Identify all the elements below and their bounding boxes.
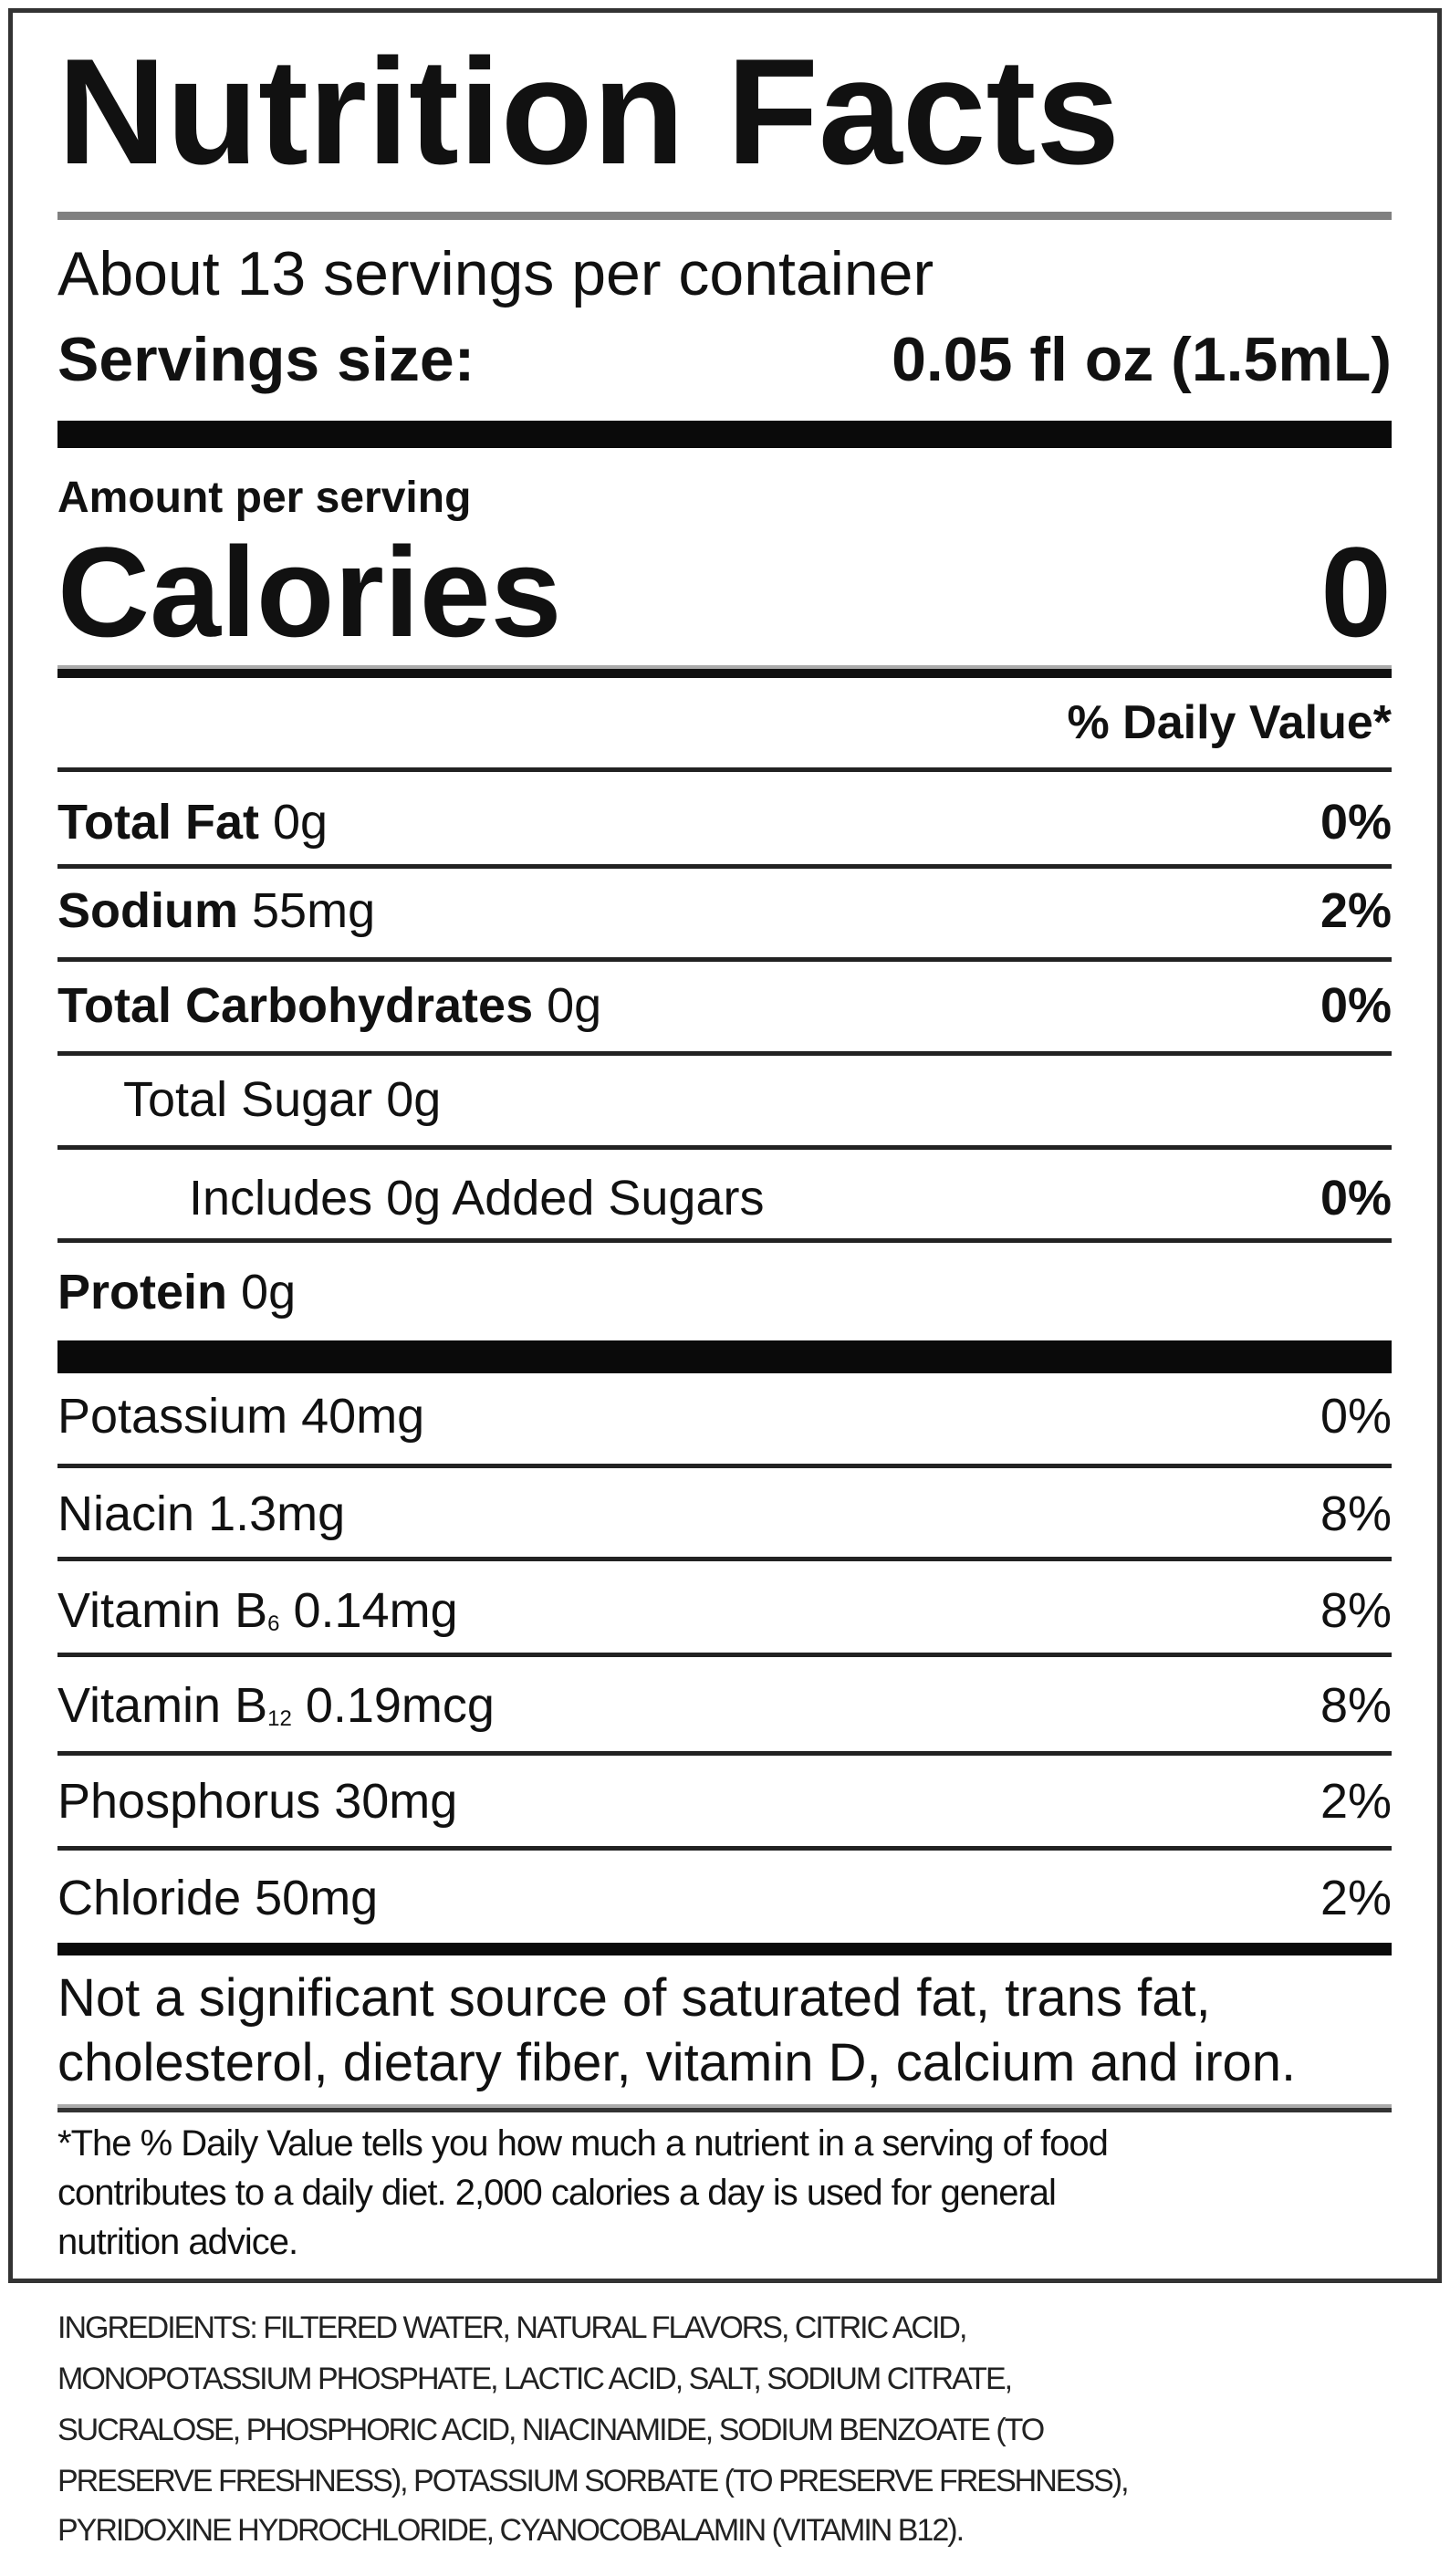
thick-divider [57, 1340, 1392, 1373]
divider [57, 2104, 1392, 2108]
vitamin-row-phosphorus: Phosphorus 30mg 2% [57, 1777, 1392, 1826]
divider [57, 1238, 1392, 1243]
thick-divider [57, 1943, 1392, 1955]
nutrient-row-added-sugars: Includes 0g Added Sugars 0% [57, 1173, 1392, 1223]
divider [57, 1464, 1392, 1468]
nutrient-amount: 0g [547, 978, 602, 1033]
divider [57, 1751, 1392, 1756]
vitamin-amount: 1.3mg [208, 1486, 346, 1541]
nutrient-name: Total Carbohydrates [57, 978, 534, 1033]
nutrient-amount: 0g [273, 795, 329, 850]
vitamin-dv: 2% [1320, 1871, 1392, 1925]
vitamin-subscript: 12 [267, 1706, 292, 1731]
divider [57, 1846, 1392, 1851]
divider [57, 665, 1392, 669]
divider [57, 1557, 1392, 1561]
vitamin-row-potassium: Potassium 40mg 0% [57, 1392, 1392, 1441]
vitamin-name: Chloride [57, 1871, 242, 1925]
divider [57, 767, 1392, 772]
divider [57, 864, 1392, 869]
vitamin-dv: 0% [1320, 1389, 1392, 1444]
vitamin-name: Niacin [57, 1486, 195, 1541]
nutrient-name: Includes 0g Added Sugars [189, 1171, 765, 1225]
thick-divider [57, 421, 1392, 448]
vitamin-name: Vitamin B [57, 1678, 268, 1733]
vitamin-row-chloride: Chloride 50mg 2% [57, 1873, 1392, 1923]
vitamin-subscript: 6 [267, 1611, 280, 1636]
vitamin-amount: 50mg [255, 1871, 379, 1925]
serving-size-value: 0.05 fl oz (1.5mL) [892, 325, 1392, 394]
nutrient-row-sodium: Sodium 55mg 2% [57, 886, 1392, 935]
nutrient-row-total-fat: Total Fat 0g 0% [57, 798, 1392, 847]
nutrient-amount: 55mg [252, 883, 376, 938]
title: Nutrition Facts [57, 27, 1121, 195]
footnote-line-3: nutrition advice. [57, 2222, 298, 2262]
vitamin-row-b6: Vitamin B6 0.14mg 8% [57, 1586, 1392, 1635]
footnote-line-1: *The % Daily Value tells you how much a … [57, 2123, 1109, 2164]
nutrient-name: Total Sugar [123, 1072, 373, 1127]
vitamin-row-niacin: Niacin 1.3mg 8% [57, 1489, 1392, 1538]
nutrient-row-total-carbohydrates: Total Carbohydrates 0g 0% [57, 981, 1392, 1030]
nutrient-name: Sodium [57, 883, 238, 938]
nutrient-name: Total Fat [57, 795, 259, 850]
divider [57, 212, 1392, 220]
divider [57, 957, 1392, 962]
divider [57, 2108, 1392, 2112]
divider [57, 1051, 1392, 1056]
ingredients-line-2: MONOPOTASSIUM PHOSPHATE, LACTIC ACID, SA… [57, 2362, 1013, 2396]
vitamin-dv: 8% [1320, 1678, 1392, 1733]
calories-label: Calories [57, 520, 562, 663]
vitamin-row-b12: Vitamin B12 0.19mcg 8% [57, 1681, 1392, 1730]
calories-value: 0 [1320, 520, 1392, 663]
ingredients-line-4: PRESERVE FRESHNESS), POTASSIUM SORBATE (… [57, 2464, 1130, 2498]
vitamin-amount: 0.19mcg [305, 1678, 495, 1733]
nutrient-dv: 0% [1320, 978, 1392, 1033]
ingredients-line-1: INGREDIENTS: FILTERED WATER, NATURAL FLA… [57, 2310, 967, 2345]
ingredients-line-3: SUCRALOSE, PHOSPHORIC ACID, NIACINAMIDE,… [57, 2413, 1045, 2447]
daily-value-header: % Daily Value* [1067, 696, 1392, 749]
ingredients-line-5: PYRIDOXINE HYDROCHLORIDE, CYANOCOBALAMIN… [57, 2513, 965, 2548]
vitamin-name: Phosphorus [57, 1774, 321, 1829]
vitamin-dv: 8% [1320, 1486, 1392, 1541]
nutrient-row-total-sugar: Total Sugar 0g [57, 1075, 1392, 1124]
not-significant-line-1: Not a significant source of saturated fa… [57, 1968, 1211, 2028]
nutrient-dv: 2% [1320, 883, 1392, 938]
vitamin-name: Vitamin B [57, 1583, 268, 1638]
divider [57, 669, 1392, 678]
nutrient-amount: 0g [241, 1265, 297, 1319]
nutrient-dv: 0% [1320, 795, 1392, 850]
nutrient-row-protein: Protein 0g [57, 1267, 1392, 1317]
nutrient-amount: 0g [386, 1072, 442, 1127]
nutrition-facts-panel [8, 8, 1442, 2283]
nutrient-dv: 0% [1320, 1171, 1392, 1225]
divider [57, 1145, 1392, 1150]
amount-per-serving: Amount per serving [57, 474, 472, 522]
vitamin-amount: 40mg [301, 1389, 425, 1444]
vitamin-dv: 2% [1320, 1774, 1392, 1829]
vitamin-dv: 8% [1320, 1583, 1392, 1638]
vitamin-amount: 30mg [334, 1774, 458, 1829]
vitamin-amount: 0.14mg [293, 1583, 458, 1638]
servings-per-container: About 13 servings per container [57, 239, 934, 308]
vitamin-name: Potassium [57, 1389, 288, 1444]
serving-size-label: Servings size: [57, 325, 475, 394]
not-significant-line-2: cholesterol, dietary fiber, vitamin D, c… [57, 2033, 1297, 2092]
nutrient-name: Protein [57, 1265, 228, 1319]
divider [57, 1653, 1392, 1657]
footnote-line-2: contributes to a daily diet. 2,000 calor… [57, 2173, 1057, 2213]
